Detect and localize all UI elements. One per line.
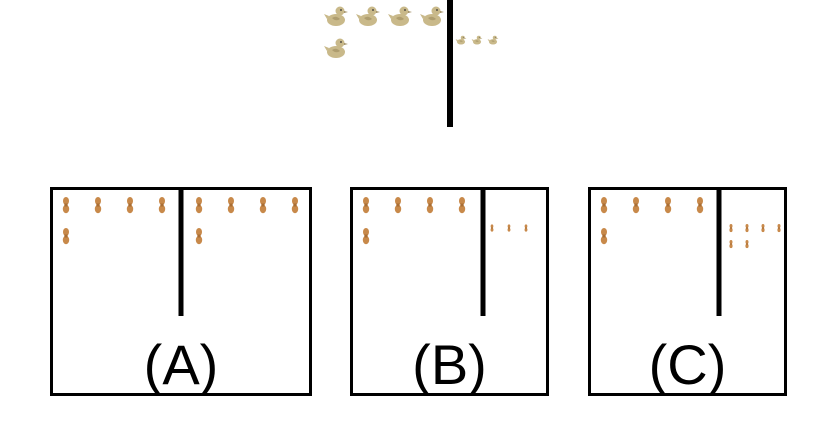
peanut-icon	[94, 197, 102, 214]
option-a-label: (A)	[143, 333, 219, 396]
duck-icon	[455, 35, 467, 45]
option-a-svg	[62, 190, 299, 316]
peanut-icon	[126, 197, 134, 214]
duck-icon	[471, 35, 483, 45]
peanut-icon	[761, 224, 765, 233]
option-b-label: (B)	[412, 333, 487, 396]
option-b-svg	[362, 190, 528, 316]
peanut-icon	[729, 240, 733, 249]
peanut-icon	[62, 197, 70, 214]
duck-icon	[420, 6, 444, 26]
peanut-icon	[291, 197, 299, 214]
peanut-icon	[524, 224, 528, 232]
peanut-icon	[426, 197, 434, 214]
reference-svg	[324, 0, 499, 127]
option-c-svg	[600, 190, 781, 316]
option-b-box[interactable]: (B)	[350, 187, 549, 396]
peanut-icon	[745, 240, 749, 249]
peanut-icon	[394, 197, 402, 214]
peanut-icon	[600, 197, 608, 214]
peanut-icon	[745, 224, 749, 233]
peanut-icon	[458, 197, 466, 214]
duck-icon	[356, 6, 380, 26]
peanut-icon	[362, 197, 370, 214]
peanut-icon	[632, 197, 640, 214]
peanut-icon	[777, 224, 781, 233]
peanut-icon	[259, 197, 267, 214]
peanut-icon	[490, 224, 494, 232]
peanut-icon	[600, 228, 608, 245]
peanut-icon	[729, 224, 733, 233]
option-c-box[interactable]: (C)	[588, 187, 787, 396]
peanut-icon	[195, 228, 203, 245]
peanut-icon	[195, 197, 203, 214]
peanut-icon	[62, 228, 70, 245]
duck-icon	[324, 38, 348, 58]
duck-icon	[388, 6, 412, 26]
duck-icon	[324, 6, 348, 26]
reference-panel	[300, 0, 540, 130]
peanut-icon	[664, 197, 672, 214]
option-a-box[interactable]: (A)	[50, 187, 312, 396]
peanut-icon	[696, 197, 704, 214]
duck-icon	[487, 35, 499, 45]
peanut-icon	[158, 197, 166, 214]
peanut-icon	[362, 228, 370, 245]
option-c-label: (C)	[648, 333, 727, 396]
peanut-icon	[507, 224, 511, 232]
peanut-icon	[227, 197, 235, 214]
